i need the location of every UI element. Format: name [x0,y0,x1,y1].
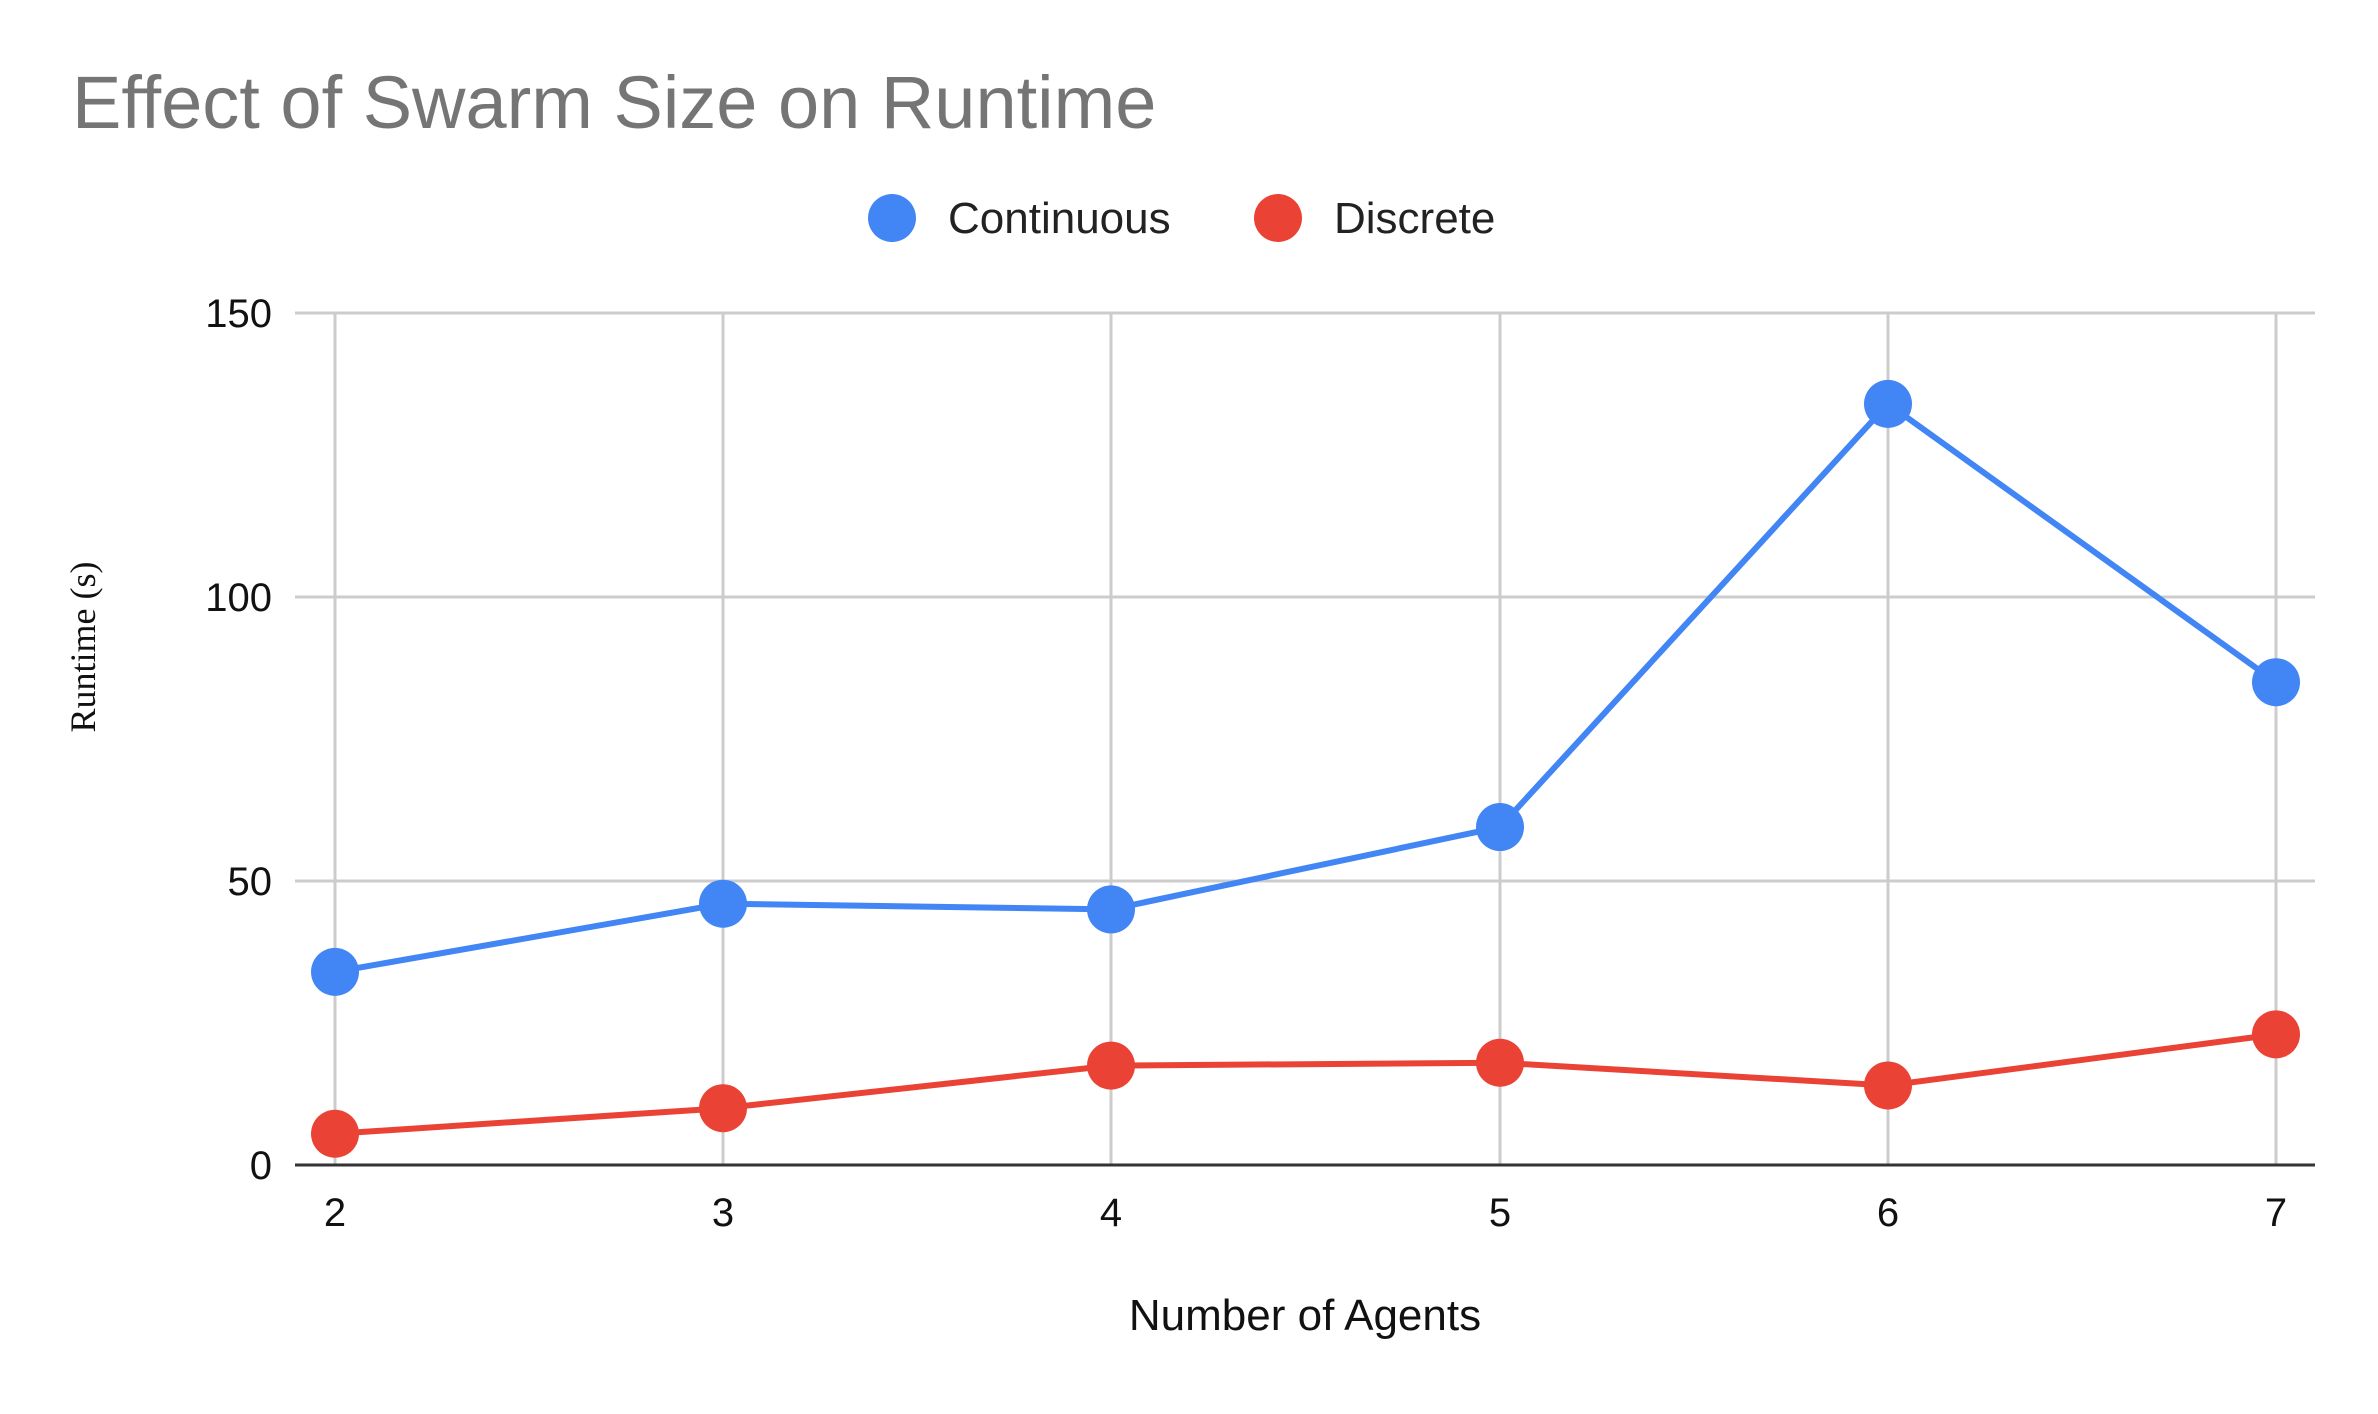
data-point [1476,803,1524,852]
x-tick-label: 2 [324,1191,346,1235]
data-point [2252,1010,2300,1059]
data-point [311,947,359,996]
tick-labels: 0 50 100 150 2 3 4 5 6 7 [205,292,2287,1235]
x-tick-label: 3 [712,1191,734,1235]
series-line [332,1031,2279,1137]
legend-marker [868,194,916,242]
data-point [699,1084,747,1133]
legend: Continuous Discrete [868,194,1495,243]
legend-item: Discrete [1254,194,1495,243]
data-point [1864,1061,1912,1110]
chart-title: Effect of Swarm Size on Runtime [72,61,1156,144]
data-point [311,1109,359,1158]
legend-item: Continuous [868,194,1171,243]
series-layer [311,379,2300,1158]
y-tick-label: 0 [250,1144,272,1188]
legend-label: Discrete [1334,194,1495,243]
x-tick-label: 5 [1489,1191,1511,1235]
y-axis-label: Runtime (s) [63,562,103,733]
data-point [1476,1038,1524,1087]
series-continuous [311,379,2300,996]
data-point [1087,885,1135,934]
y-tick-label: 50 [228,860,273,904]
data-point [1864,379,1912,428]
gridlines [295,311,2315,1165]
legend-marker [1254,194,1302,242]
data-point [1087,1041,1135,1090]
x-tick-label: 6 [1877,1191,1899,1235]
series-discrete [311,1010,2300,1158]
data-point [2252,658,2300,707]
data-point [699,879,747,928]
y-tick-label: 100 [205,576,272,620]
y-tick-label: 150 [205,292,272,336]
series-line [332,400,2279,975]
x-tick-label: 7 [2265,1191,2287,1235]
x-tick-label: 4 [1100,1191,1122,1235]
x-axis-label: Number of Agents [1129,1291,1481,1340]
legend-label: Continuous [948,194,1171,243]
